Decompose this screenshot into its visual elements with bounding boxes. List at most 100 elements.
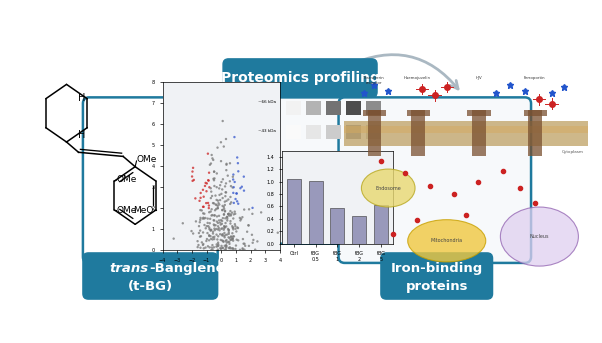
Text: Mitochondria: Mitochondria [430,238,463,243]
Point [226,234,236,239]
Point [225,213,234,218]
Point [229,234,239,239]
Point [209,236,219,242]
Point [199,194,208,199]
Point [203,244,213,249]
Point [230,209,240,214]
Point [209,217,219,223]
Point [232,237,241,243]
Point [210,227,220,233]
Point [217,226,227,231]
Point [225,161,235,166]
Point [232,199,242,204]
Bar [287,179,301,244]
Text: Proteomics profiling: Proteomics profiling [220,71,379,85]
Point [213,145,222,150]
Bar [286,125,300,139]
Bar [306,125,321,139]
Point [225,178,235,184]
Point [203,151,213,156]
Point [231,246,240,252]
Point [205,162,215,167]
Bar [473,110,486,156]
Point [214,202,224,207]
Point [218,232,228,237]
Point [222,167,231,173]
Point [231,211,240,216]
Point [196,234,206,239]
Point [196,195,205,201]
Point [189,177,199,183]
Point [216,217,226,223]
Point [239,188,249,193]
Point [213,205,223,211]
Point [220,224,230,230]
Text: Haemojuvelin: Haemojuvelin [404,76,431,80]
Point [240,247,249,252]
Point [213,224,223,229]
Point [206,247,216,253]
Point [247,211,257,216]
Point [226,237,235,243]
Point [231,223,240,229]
Text: OMe: OMe [117,206,137,215]
Point [197,240,206,245]
Point [204,233,214,238]
Point [222,198,231,204]
Point [191,196,200,201]
Point [219,206,229,212]
Point [204,178,214,183]
Point [208,229,218,235]
Point [222,243,231,248]
Point [228,236,238,241]
Point [256,210,266,215]
Point [219,144,229,149]
Point [224,235,234,240]
Point [217,208,227,213]
Point [205,216,215,222]
Point [221,136,231,142]
Point [247,205,257,211]
Bar [367,125,381,139]
Point [244,206,254,212]
FancyBboxPatch shape [83,253,218,299]
Point [217,226,226,232]
Point [199,241,208,247]
Point [216,182,225,188]
Bar [362,110,386,116]
FancyBboxPatch shape [199,97,379,244]
Point [221,190,231,195]
Point [228,223,237,229]
Point [273,230,282,235]
Point [202,181,212,186]
Point [195,220,205,225]
Point [226,221,235,226]
Point [223,218,232,223]
Point [206,209,216,214]
Point [209,234,219,239]
Point [217,245,227,251]
Point [239,241,249,246]
Point [218,118,228,124]
Point [224,227,234,233]
Text: H: H [78,130,85,140]
Ellipse shape [408,220,486,262]
Point [199,204,208,210]
Point [220,233,229,239]
Point [237,216,246,222]
Point [194,223,204,229]
Point [217,243,226,249]
Point [211,193,220,198]
Point [208,237,217,242]
Point [212,219,222,224]
Point [209,218,219,223]
Point [208,231,218,236]
Point [222,232,232,237]
Point [229,134,239,140]
Point [196,217,205,223]
Point [226,237,236,243]
Point [204,203,214,208]
Point [215,227,225,233]
Point [203,200,213,206]
Point [229,246,238,252]
